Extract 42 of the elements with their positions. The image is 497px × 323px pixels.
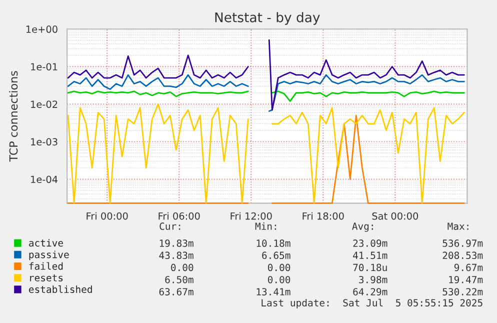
chart-title: Netstat - by day [215, 12, 320, 25]
text: Max: [448, 222, 468, 230]
text: 6.65m [262, 252, 290, 260]
y-tick-label: 1e+00 [26, 26, 58, 33]
text: 23.09m [353, 240, 388, 247]
text: 0.00 [268, 276, 290, 284]
text: 6.50m [165, 276, 194, 284]
y-tick-label: 1e-02 [31, 100, 58, 108]
legend-label: established [28, 285, 92, 294]
y-tick-label: 1e-04 [31, 176, 58, 184]
text: 208.53m [442, 252, 483, 260]
text: 536.97m [442, 240, 483, 247]
text: 10.18m [256, 240, 290, 247]
y-tick-label: 1e-03 [31, 138, 58, 146]
x-tick-label: Sat 00:00 [372, 212, 418, 220]
legend-label: failed [29, 262, 63, 270]
text: Min: [255, 222, 276, 230]
text: Last update: Sat Jul 5 05:55:15 2025 [262, 298, 482, 308]
legend-label: resets [30, 274, 63, 282]
x-tick-label: Fri 12:00 [230, 212, 272, 220]
x-tick-label: Fri 00:00 [86, 212, 128, 220]
legend-label: passive [29, 250, 69, 260]
text: Avg: [352, 222, 373, 232]
text: 13.41m [256, 288, 290, 296]
text: 70.18u [353, 264, 387, 272]
text: 19.83m [160, 240, 194, 247]
text: 64.29m [353, 288, 388, 296]
text: 0.00 [171, 264, 194, 272]
text: Cur: [160, 222, 180, 230]
text: 0.00 [268, 264, 290, 272]
text: 9.67m [454, 264, 483, 272]
text: 63.67m [159, 288, 194, 296]
text: 19.47m [449, 276, 483, 284]
text: 3.98m [359, 276, 388, 284]
text: 41.51m [353, 252, 388, 260]
y-tick-label: 1e-01 [31, 63, 58, 70]
x-tick-label: Fri 06:00 [158, 212, 200, 220]
x-tick-label: Fri 18:00 [302, 212, 344, 220]
text: 530.22m [442, 288, 483, 296]
y-axis-title: TCP connections [9, 71, 18, 162]
legend-label: active [29, 239, 63, 247]
text: 43.83m [159, 252, 194, 260]
